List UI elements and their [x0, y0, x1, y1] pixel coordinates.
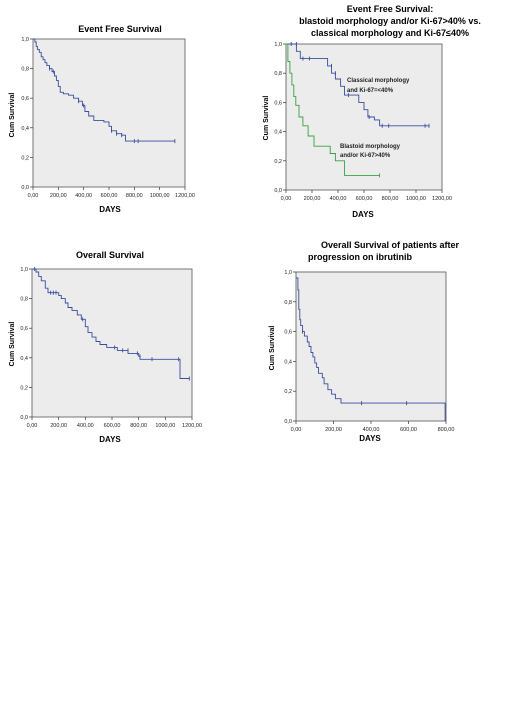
chart-svg: 0,0 0,2 0,4 0,6 0,8 1,0 0,00 200,00 400,00 600,00… — [263, 42, 452, 219]
survival-curve — [33, 38, 175, 142]
y-axis-label: Cum Survival — [9, 93, 16, 138]
y-tick-label: 0,0 — [20, 415, 28, 421]
x-axis-label: DAYS — [99, 435, 121, 444]
y-tick-label: 0,2 — [284, 389, 292, 395]
x-tick-label: 0,00 — [28, 193, 39, 199]
x-tick-label: 1200,00 — [182, 423, 202, 429]
x-tick-label: 400,00 — [363, 427, 380, 433]
chart-subtitle-line-2: classical morphology and Ki-67≤40% — [311, 28, 469, 38]
x-tick-label: 0,00 — [281, 196, 292, 202]
x-tick-label: 200,00 — [50, 423, 67, 429]
chart-panel-3: Overall Survival 0,0 0,2 0,4 0,6 0,8 1,0 0,00 2… — [0, 240, 260, 460]
y-tick-label: 0,4 — [284, 359, 292, 365]
x-tick-label: 0,00 — [27, 423, 38, 429]
y-tick-label: 0,8 — [284, 300, 292, 306]
chart-subtitle-line-1: blastoid morphology and/or Ki-67>40% vs. — [299, 16, 481, 26]
x-tick-label: 1000,00 — [406, 196, 426, 202]
y-tick-label: 1,0 — [20, 267, 28, 273]
y-axis-label: Cum Survival — [9, 322, 16, 367]
y-tick-label: 0,8 — [20, 297, 28, 303]
x-axis-label: DAYS — [352, 210, 374, 219]
y-tick-label: 0,2 — [20, 385, 28, 391]
chart-subtitle-line-1: progression on ibrutinib — [308, 252, 412, 262]
chart-title: Overall Survival — [75, 250, 145, 260]
survival-curve — [286, 43, 429, 127]
y-tick-label: 0,6 — [21, 96, 29, 102]
y-tick-label: 0,6 — [20, 326, 28, 332]
y-tick-label: 0,4 — [274, 130, 282, 136]
series-label-classical-line-1: Classical morphology — [347, 78, 410, 84]
chart-svg: 0,0 0,2 0,4 0,6 0,8 1,0 0,00 200,00 400,00 600,00… — [9, 267, 202, 444]
x-tick-label: 600,00 — [356, 196, 373, 202]
y-tick-label: 0,0 — [284, 419, 292, 425]
chart-title: Overall Survival of patients after — [320, 240, 460, 250]
x-tick-label: 400,00 — [77, 423, 94, 429]
x-tick-label: 200,00 — [304, 196, 321, 202]
x-tick-label: 600,00 — [101, 193, 118, 199]
y-tick-label: 1,0 — [274, 42, 282, 48]
y-tick-label: 0,4 — [20, 356, 28, 362]
x-tick-label: 1200,00 — [175, 193, 195, 199]
x-tick-label: 200,00 — [50, 193, 67, 199]
chart-svg: 0,0 0,2 0,4 0,6 0,8 1,0 0,00 200,00 400,00 600,00… — [9, 37, 195, 214]
y-axis-label: Cum Survival — [263, 96, 270, 141]
chart-svg: 0,0 0,2 0,4 0,6 0,8 1,0 0,00 200,00 400,00 600,00… — [269, 270, 455, 443]
x-tick-label: 1000,00 — [155, 423, 175, 429]
x-tick-label: 600,00 — [400, 427, 417, 433]
x-tick-label: 1200,00 — [432, 196, 452, 202]
y-tick-label: 0,6 — [284, 330, 292, 336]
x-tick-label: 0,00 — [291, 427, 302, 433]
y-tick-label: 0,4 — [21, 126, 29, 132]
y-axis-label: Cum Survival — [269, 326, 276, 371]
x-tick-label: 1000,00 — [150, 193, 170, 199]
y-tick-label: 0,2 — [21, 155, 29, 161]
series-label-blastoid-line-1: Blastoid morphology — [340, 144, 401, 150]
y-tick-label: 0,6 — [274, 100, 282, 106]
series-label-blastoid-line-2: and/or Ki-67>40% — [340, 153, 391, 159]
x-tick-label: 200,00 — [325, 427, 342, 433]
x-tick-label: 600,00 — [104, 423, 121, 429]
chart-panel-1: Event Free Survival 0,0 0,2 0,4 0,6 0,8 1,0 0,… — [0, 0, 260, 240]
y-tick-label: 0,0 — [274, 188, 282, 194]
x-tick-label: 800,00 — [130, 423, 147, 429]
y-tick-label: 0,2 — [274, 159, 282, 165]
x-tick-label: 400,00 — [75, 193, 92, 199]
plot-area — [285, 43, 443, 191]
y-tick-label: 0,8 — [21, 67, 29, 73]
survival-curve — [32, 268, 190, 379]
chart-title: Event Free Survival: — [346, 4, 434, 14]
x-tick-label: 800,00 — [126, 193, 143, 199]
series-label-classical-line-2: and Ki-67=<40% — [347, 88, 394, 94]
y-tick-label: 0,8 — [274, 71, 282, 77]
survival-curve — [286, 43, 380, 176]
x-tick-label: 800,00 — [382, 196, 399, 202]
x-axis-label: DAYS — [359, 434, 381, 443]
y-tick-label: 0,0 — [21, 185, 29, 191]
x-tick-label: 400,00 — [330, 196, 347, 202]
chart-panel-2: Event Free Survival: blastoid morphology… — [260, 0, 520, 240]
chart-title: Event Free Survival — [78, 24, 162, 34]
chart-panel-4: Overall Survival of patients after progr… — [260, 240, 520, 460]
x-axis-label: DAYS — [99, 205, 121, 214]
y-tick-label: 1,0 — [284, 270, 292, 276]
x-tick-label: 800,00 — [438, 427, 455, 433]
y-tick-label: 1,0 — [21, 37, 29, 43]
survival-curve — [296, 277, 446, 421]
plot-area — [32, 38, 186, 188]
plot-area — [295, 271, 447, 422]
